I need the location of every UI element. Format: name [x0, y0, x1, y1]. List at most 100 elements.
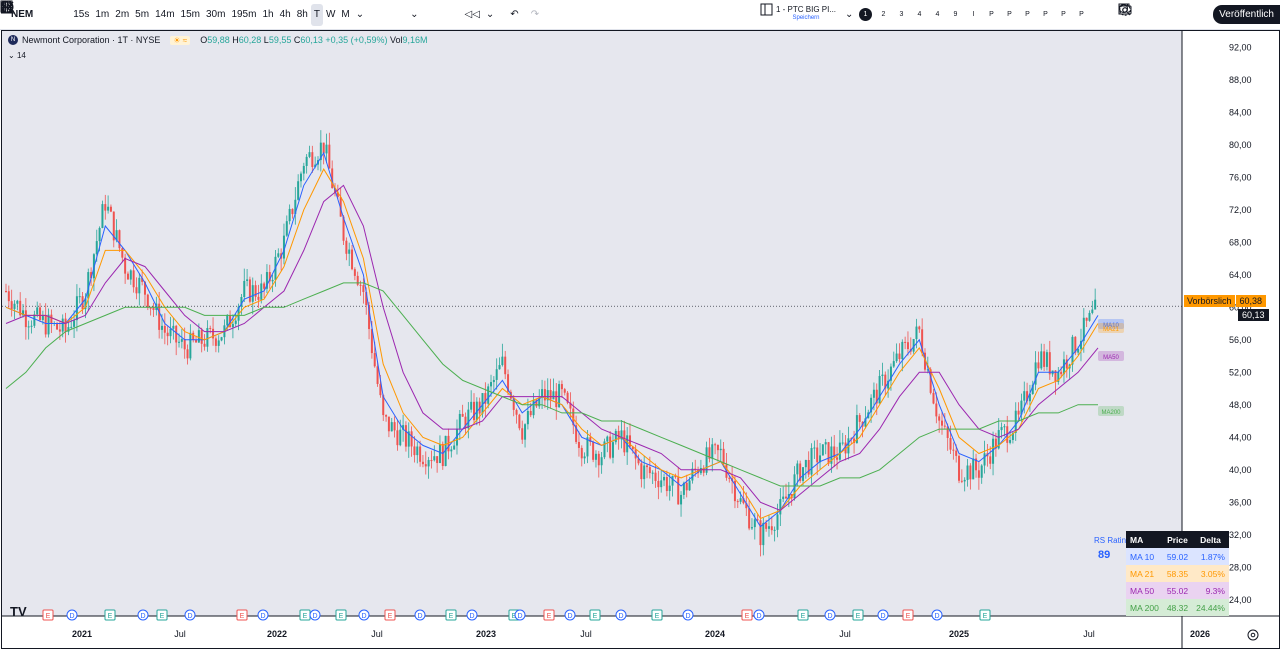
candle-body	[711, 444, 714, 459]
event-marker-label: D	[69, 613, 74, 620]
earnings-marker-icon[interactable]	[979, 609, 991, 621]
layout-dropdown-icon[interactable]: ⌄	[845, 8, 854, 20]
dividend-marker-icon[interactable]	[137, 609, 149, 621]
candle-type-icon[interactable]	[1, 1, 387, 26]
sidebar-toggle-icon[interactable]	[760, 3, 773, 25]
compare-add-icon[interactable]	[0, 0, 62, 26]
candle-body	[226, 315, 229, 326]
earnings-marker-icon[interactable]	[852, 609, 864, 621]
candle-body	[1017, 410, 1020, 415]
dividend-marker-icon[interactable]	[466, 609, 478, 621]
layout-tab[interactable]: P	[1079, 10, 1084, 18]
ma-row-price: 55.02	[1166, 585, 1189, 596]
earnings-marker-icon[interactable]	[384, 609, 396, 621]
replay-dropdown-icon[interactable]: ⌄	[485, 9, 495, 20]
redo-icon[interactable]: ↷	[530, 9, 540, 20]
dividend-marker-icon[interactable]	[309, 609, 321, 621]
interval-t[interactable]: T	[310, 3, 323, 26]
interval-m[interactable]: M	[341, 9, 350, 20]
candle-body	[958, 455, 961, 481]
candle-body	[368, 305, 371, 330]
interval-8h[interactable]: 8h	[296, 9, 308, 20]
interval-1h[interactable]: 1h	[262, 9, 274, 20]
interval-5m[interactable]: 5m	[135, 9, 150, 20]
layout-tab[interactable]: 1	[858, 7, 872, 21]
event-marker-label: E	[108, 613, 113, 620]
layout-grid-icon[interactable]	[0, 0, 434, 26]
publish-button[interactable]: Veröffentlich	[1213, 5, 1280, 24]
price-chart[interactable]: 92,00 88,00 84,00 80,00 76,00 72,00 68,00 64,00…	[2, 31, 1279, 648]
interval-dropdown-icon[interactable]: ⌄	[355, 9, 365, 20]
earnings-flag-icon[interactable]: ☀ ≈	[170, 35, 191, 45]
earnings-marker-icon[interactable]	[797, 609, 809, 621]
interval-2m[interactable]: 2m	[115, 9, 130, 20]
layout-tab[interactable]: 4	[935, 10, 940, 18]
candle-body	[864, 418, 867, 427]
interval-4h[interactable]: 4h	[279, 9, 291, 20]
chart-panel[interactable]: 92,00 88,00 84,00 80,00 76,00 72,00 68,00 64,00…	[1, 30, 1280, 649]
dividend-marker-icon[interactable]	[514, 609, 526, 621]
candle-body	[592, 442, 595, 460]
undo-icon[interactable]: ↶	[510, 9, 519, 20]
interval-195m[interactable]: 195m	[231, 9, 257, 20]
dividend-marker-icon[interactable]	[824, 609, 836, 621]
earnings-marker-icon[interactable]	[741, 609, 753, 621]
dividend-marker-icon[interactable]	[66, 609, 78, 621]
interval-1m[interactable]: 1m	[95, 9, 110, 20]
candle-body	[291, 208, 294, 215]
interval-30m[interactable]: 30m	[205, 9, 226, 20]
candle-body	[90, 272, 93, 279]
layout-tab[interactable]: 2	[881, 10, 886, 18]
earnings-marker-icon[interactable]	[236, 609, 248, 621]
snapshot-camera-icon[interactable]	[1118, 3, 1160, 25]
open-value: 59,88	[207, 35, 230, 45]
dividend-marker-icon[interactable]	[682, 609, 694, 621]
candle-body	[311, 152, 314, 168]
interval-15m[interactable]: 15m	[180, 9, 200, 20]
dividend-marker-icon[interactable]	[877, 609, 889, 621]
interval-14m[interactable]: 14m	[155, 9, 175, 20]
earnings-marker-icon[interactable]	[902, 609, 914, 621]
candle-body	[773, 529, 776, 531]
fullscreen-icon[interactable]	[1118, 3, 1148, 25]
earnings-marker-icon[interactable]	[543, 609, 555, 621]
dividend-marker-icon[interactable]	[615, 609, 627, 621]
dividend-marker-icon[interactable]	[257, 609, 269, 621]
layout-name[interactable]: 1 - PTC BIG PI... Speichern	[776, 5, 836, 23]
earnings-marker-icon[interactable]	[156, 609, 168, 621]
layout-tab[interactable]: 3	[899, 10, 904, 18]
layout-tab[interactable]: P	[1025, 10, 1030, 18]
dividend-marker-icon[interactable]	[931, 609, 943, 621]
earnings-marker-icon[interactable]	[589, 609, 601, 621]
ma-table: MA Price Delta MA 10 59.02 1.87% MA 21 58.3…	[1126, 531, 1229, 616]
candle-body	[345, 240, 348, 254]
earnings-marker-icon[interactable]	[104, 609, 116, 621]
layout-tab[interactable]: P	[1007, 10, 1012, 18]
dividend-marker-icon[interactable]	[564, 609, 576, 621]
scale-settings-gear-icon[interactable]	[1247, 629, 1259, 641]
earnings-marker-icon[interactable]	[651, 609, 663, 621]
replay-icon[interactable]: ◁◁	[464, 9, 480, 20]
earnings-marker-icon[interactable]	[42, 609, 54, 621]
candle-body	[458, 413, 461, 429]
layout-tab[interactable]: P	[1043, 10, 1048, 18]
indicator-collapse[interactable]: ⌄ 14	[8, 51, 26, 60]
dividend-marker-icon[interactable]	[414, 609, 426, 621]
earnings-marker-icon[interactable]	[445, 609, 457, 621]
layout-tab[interactable]: 9	[953, 10, 958, 18]
candle-body	[611, 442, 614, 458]
layout-tab[interactable]: I	[972, 10, 975, 18]
candle-body	[467, 409, 470, 429]
layout-tab[interactable]: 4	[917, 10, 922, 18]
interval-w[interactable]: W	[325, 9, 336, 20]
ma-end-label: MA200	[1101, 410, 1121, 416]
indicators-dropdown-icon[interactable]: ⌄	[410, 9, 419, 20]
alert-icon[interactable]	[1, 1, 454, 26]
layout-tab[interactable]: P	[1061, 10, 1066, 18]
dividend-marker-icon[interactable]	[358, 609, 370, 621]
layout-tab[interactable]: P	[989, 10, 994, 18]
earnings-marker-icon[interactable]	[335, 609, 347, 621]
interval-15s[interactable]: 15s	[73, 9, 90, 20]
dividend-marker-icon[interactable]	[184, 609, 196, 621]
dividend-marker-icon[interactable]	[753, 609, 765, 621]
